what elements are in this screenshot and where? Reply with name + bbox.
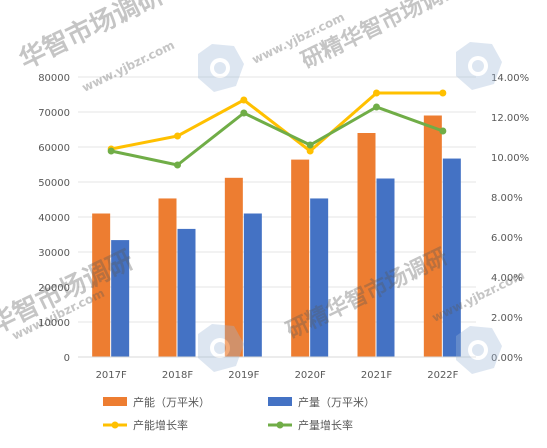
logo-shape xyxy=(456,326,502,374)
legend-label: 产量增长率 xyxy=(298,418,353,432)
bar-capacity-2022F xyxy=(423,115,442,357)
output-growth-point-2020F xyxy=(306,141,314,149)
left-tick-label: 20000 xyxy=(38,283,70,294)
bar-output-2017F xyxy=(111,240,130,357)
watermark-logo xyxy=(198,324,244,372)
left-tick-label: 30000 xyxy=(38,248,70,259)
output-growth-point-2021F xyxy=(373,103,380,111)
watermark-logo xyxy=(456,326,502,374)
legend-label: 产能增长率 xyxy=(133,418,188,432)
bar-capacity-2021F xyxy=(357,133,376,357)
logo-dot xyxy=(214,342,226,354)
x-tick-label: 2020F xyxy=(295,370,326,381)
legend: 产能（万平米） 产量（万平米） 产能增长率 产量增长率 xyxy=(103,395,375,432)
output-growth-line xyxy=(110,105,444,167)
logo-center xyxy=(210,338,230,358)
bar-capacity-2017F xyxy=(92,213,111,357)
left-tick-label: 60000 xyxy=(38,143,70,154)
logo-dot xyxy=(214,62,226,74)
logo-shape xyxy=(198,44,244,92)
x-tick-label: 2017F xyxy=(96,370,127,381)
logo-shape xyxy=(456,42,502,90)
x-tick-label: 2022F xyxy=(427,370,458,381)
right-tick-label: 0.00% xyxy=(491,353,523,364)
bar-output-2019F xyxy=(243,213,262,357)
capacity-growth-point-2018F xyxy=(174,132,181,140)
logo-dot xyxy=(472,344,484,356)
left-tick-label: 10000 xyxy=(38,318,70,329)
x-tick-label: 2019F xyxy=(228,370,259,381)
output-growth-point-2019F xyxy=(240,109,248,117)
output-growth-point-2017F xyxy=(107,147,115,155)
legend-marker xyxy=(111,421,119,429)
left-axis-ticks: 0 10000 20000 30000 40000 50000 60000 70000 8000… xyxy=(38,73,70,364)
bar-output-2020F xyxy=(310,198,329,357)
x-axis-ticks: 2017F 2018F 2019F 2020F 2021F 2022F xyxy=(96,370,459,381)
left-tick-label: 40000 xyxy=(38,213,70,224)
logo-center xyxy=(468,56,488,76)
right-tick-label: 2.00% xyxy=(491,313,523,324)
right-tick-label: 6.00% xyxy=(491,233,523,244)
legend-label: 产能（万平米） xyxy=(133,395,210,409)
bar-capacity-2018F xyxy=(158,198,177,357)
left-tick-label: 80000 xyxy=(38,73,70,84)
left-tick-label: 0 xyxy=(64,353,70,364)
right-axis-ticks: 0.00% 2.00% 4.00% 6.00% 8.00% 10.00% 12.00% 14.… xyxy=(491,73,529,364)
logo-center xyxy=(468,340,488,360)
legend-swatch xyxy=(268,397,292,406)
right-tick-label: 12.00% xyxy=(491,113,529,124)
capacity-growth-point-2020F xyxy=(306,147,314,155)
logo-shape xyxy=(198,324,244,372)
x-tick-label: 2018F xyxy=(162,370,193,381)
logo-center xyxy=(210,58,230,78)
bar-output-2021F xyxy=(376,178,395,357)
output-growth-point-2018F xyxy=(174,161,181,169)
logo-dot xyxy=(472,60,484,72)
capacity-growth-point-2019F xyxy=(240,96,248,104)
legend-marker xyxy=(276,421,284,429)
output-growth-point-2022F xyxy=(439,127,447,135)
bar-output-2018F xyxy=(177,228,196,357)
watermark-logo xyxy=(198,44,244,92)
bar-capacity-2020F xyxy=(291,159,310,357)
watermark-url: www.yjbzr.com xyxy=(80,38,177,95)
legend-label: 产量（万平米） xyxy=(298,395,375,409)
gridlines xyxy=(78,76,476,323)
bar-output-2022F xyxy=(442,158,461,357)
left-tick-label: 70000 xyxy=(38,108,70,119)
right-tick-label: 10.00% xyxy=(491,153,529,164)
right-tick-label: 14.00% xyxy=(491,73,529,84)
watermark-logo xyxy=(456,42,502,90)
capacity-growth-point-2021F xyxy=(373,89,380,97)
legend-swatch xyxy=(103,397,127,406)
right-tick-label: 8.00% xyxy=(491,193,523,204)
bars xyxy=(92,115,461,357)
growth-lines xyxy=(107,89,447,169)
bar-capacity-2019F xyxy=(224,177,243,357)
capacity-growth-line xyxy=(110,91,443,153)
left-tick-label: 50000 xyxy=(38,178,70,189)
capacity-growth-point-2022F xyxy=(439,89,447,97)
right-tick-label: 4.00% xyxy=(491,273,523,284)
watermark-brand-alt: 研精华智市场调研 xyxy=(297,0,467,74)
x-tick-label: 2021F xyxy=(361,370,392,381)
